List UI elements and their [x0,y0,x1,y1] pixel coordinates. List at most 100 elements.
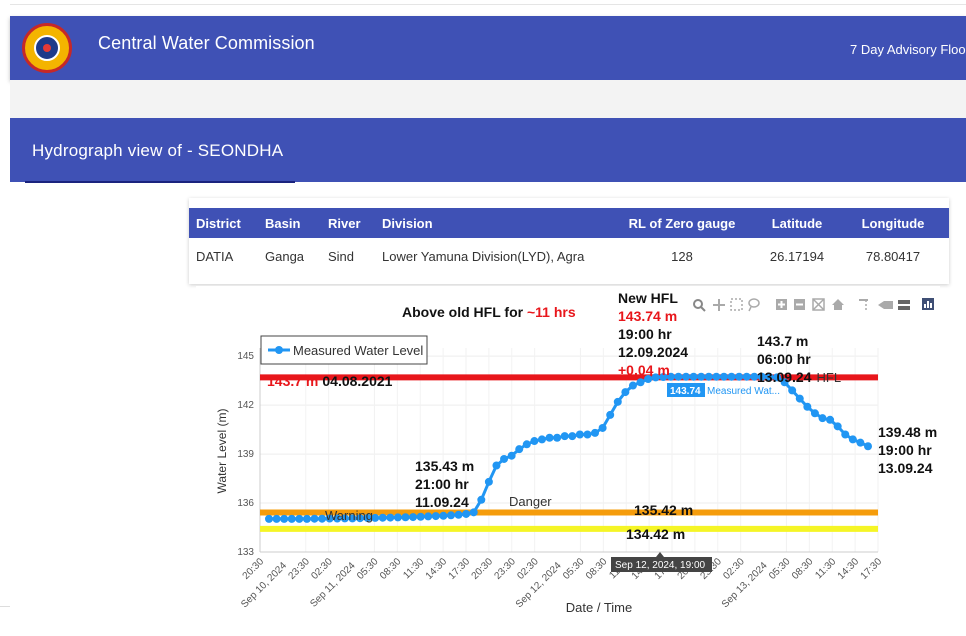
x-tick-label: 08:30 [378,556,404,582]
table-cell: 26.17194 [769,248,825,264]
data-point [856,438,865,447]
data-point [757,372,766,381]
table-header-cell: RL of Zero gauge [607,208,757,238]
data-point [393,513,402,522]
data-point [462,509,471,518]
data-point [295,514,304,523]
table-cell: 78.80417 [865,248,921,264]
data-point [424,512,433,521]
data-point [644,375,653,384]
data-point [416,512,425,521]
recede-date-line: 13.09.24 HFL [757,369,841,385]
x-tick-label: 08:30 [790,556,816,582]
box-select-icon[interactable] [730,298,743,311]
x-tick-label: 08:30 [584,556,610,582]
reset-axes-icon[interactable] [832,299,844,310]
data-point [280,514,289,523]
top-divider [10,4,966,5]
hydrograph-chart-container: 133 136 139 142 145 20:30 Sep 10, 2024 23:30 02… [196,286,940,622]
data-point [659,373,668,382]
zoom-out-icon[interactable] [794,299,805,310]
water-level-points[interactable] [265,372,872,523]
y-tick-label: 139 [237,449,254,460]
data-point [651,373,660,382]
data-point [727,372,736,381]
data-point [401,513,410,522]
data-point [522,440,531,449]
water-level-line [269,375,869,521]
data-point [864,442,872,451]
data-point [318,514,327,523]
old-hfl-annotation: 143.7 m 04.08.2021 [267,373,393,389]
data-point [788,386,797,395]
hover-x-value: Sep 12, 2024, 19:00 [615,560,706,571]
data-point [310,514,319,523]
y-axis-title: Water Level (m) [215,409,229,494]
data-point [515,445,524,454]
legend-swatch-marker [275,346,283,354]
table-header-cell: Latitude [757,208,837,238]
above-hfl-annotation: Above old HFL for ~11 hrs [402,304,576,320]
data-point [606,410,615,419]
data-point [348,514,357,523]
data-point [272,514,281,523]
data-point [704,372,713,381]
crossing-time: 21:00 hr [415,476,469,492]
hover-compare-icon[interactable] [898,300,910,310]
data-point [454,510,463,519]
x-axis-title: Date / Time [566,600,632,615]
hover-tooltip: 143.74 Measured Wat... [667,383,780,397]
data-point [674,372,683,381]
data-point [735,372,744,381]
spike-lines-icon[interactable] [859,299,868,310]
data-point [371,513,380,522]
data-point [818,414,827,423]
data-point [583,430,592,439]
data-point [477,495,486,504]
data-point [848,435,857,444]
legend-label: Measured Water Level [293,343,423,358]
data-point [765,373,774,382]
data-point [553,433,562,442]
data-point [409,513,418,522]
new-hfl-title: New HFL [618,290,678,306]
plotly-logo-icon[interactable] [922,298,934,310]
crossing-value: 135.43 m [415,458,474,474]
x-tick-label: 17:30 [447,556,473,582]
data-point [469,508,478,517]
table-cell: Sind [328,248,355,264]
lasso-icon[interactable] [748,298,760,312]
app-title[interactable]: Central Water Commission [98,33,315,53]
pan-icon[interactable] [713,299,725,311]
data-point [530,437,539,446]
data-point [386,513,395,522]
zoom-icon[interactable] [693,299,706,312]
data-point [841,430,850,439]
data-point [545,433,554,442]
page-edge [0,606,10,607]
chart-legend[interactable]: Measured Water Level [260,335,428,365]
table-header-cell: Basin [258,208,321,238]
new-hfl-value: 143.74 m [618,308,677,324]
zoom-in-icon[interactable] [776,299,787,310]
data-point [682,372,691,381]
hover-value: 143.74 [670,386,701,397]
x-tick-label: 05:30 [355,556,381,582]
autoscale-icon[interactable] [812,298,825,311]
table-header-cell: Longitude [837,208,949,238]
old-hfl-date: 04.08.2021 [322,373,392,389]
x-tick-label: 05:30 [767,556,793,582]
data-point [492,461,501,470]
data-point [621,388,630,397]
table-header-cell: District [189,208,258,238]
data-point [302,514,311,523]
cwc-logo[interactable] [22,23,72,73]
data-point [287,514,296,523]
data-point [363,514,372,523]
advisory-link[interactable]: 7 Day Advisory Flood [850,42,966,57]
data-point [507,451,516,460]
hover-closest-icon[interactable] [878,301,893,309]
hover-series-name: Measured Wat... [707,386,780,397]
new-hfl-diff: +0.04 m [618,362,670,378]
